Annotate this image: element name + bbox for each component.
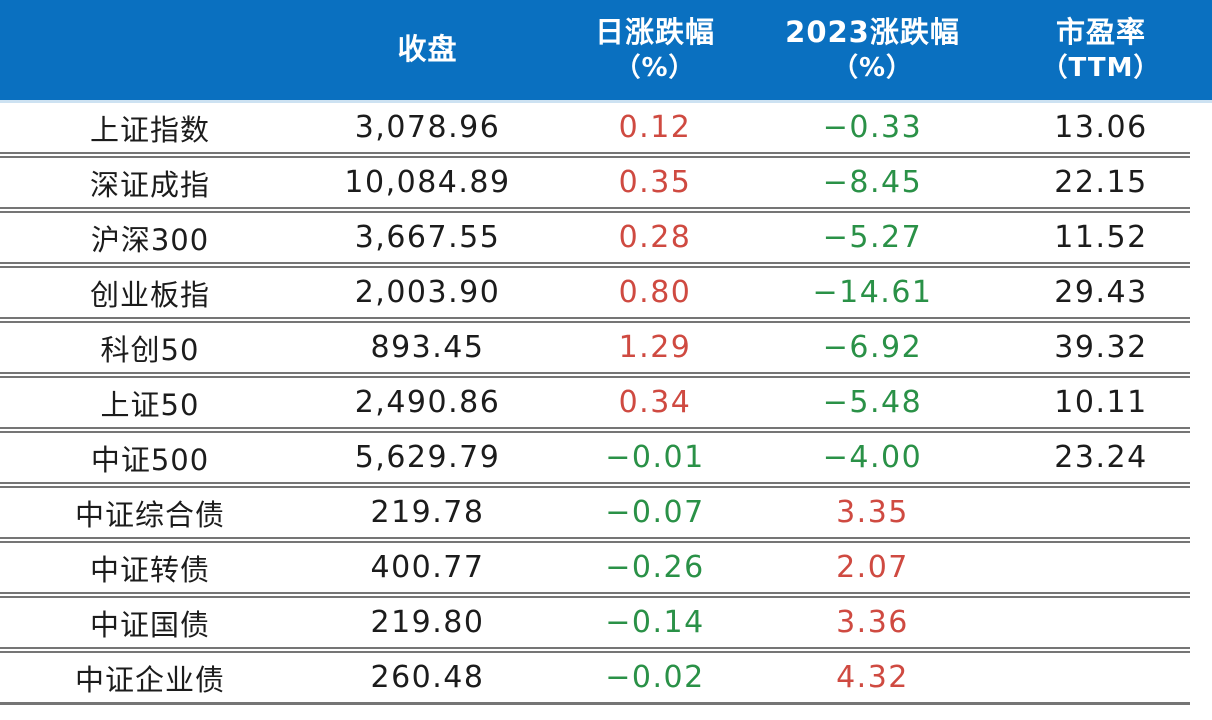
ytd2023-change-value: 2.07 bbox=[836, 550, 909, 585]
pe-ttm-value: 22.15 bbox=[1054, 165, 1148, 200]
row-divider bbox=[0, 207, 1190, 213]
row-divider bbox=[0, 262, 1190, 268]
index-name: 深证成指 bbox=[89, 167, 210, 202]
close-value: 2,490.86 bbox=[354, 385, 501, 420]
ytd2023-change-value: −4.00 bbox=[822, 440, 923, 475]
index-name: 中证国债 bbox=[89, 607, 210, 642]
pe-ttm-value: 23.24 bbox=[1054, 440, 1148, 475]
col-header-ytd2023-change-sub: （%） bbox=[831, 52, 914, 83]
daily-change-value: 0.80 bbox=[618, 275, 692, 310]
col-header-close: 收盘 bbox=[300, 0, 555, 100]
table-row: 中证企业债 260.48 −0.02 4.32 bbox=[0, 653, 1212, 702]
col-header-pe-ttm-sub: （TTM） bbox=[1041, 52, 1161, 83]
index-name: 科创50 bbox=[100, 332, 200, 367]
close-value: 10,084.89 bbox=[344, 165, 511, 200]
market-index-table: 收盘 日涨跌幅 （%） 2023涨跌幅 （%） 市盈率 （TTM） 上证指数 3… bbox=[0, 0, 1212, 705]
ytd2023-change-value: −5.27 bbox=[822, 220, 923, 255]
close-value: 893.45 bbox=[370, 330, 485, 365]
index-name: 创业板指 bbox=[89, 277, 210, 312]
close-value: 219.78 bbox=[370, 495, 485, 530]
index-name: 中证企业债 bbox=[74, 662, 225, 697]
ytd2023-change-value: −14.61 bbox=[812, 275, 933, 310]
pe-ttm-value: 13.06 bbox=[1054, 110, 1148, 145]
table-row: 创业板指 2,003.90 0.80 −14.61 29.43 bbox=[0, 268, 1212, 317]
index-name: 沪深300 bbox=[90, 222, 210, 257]
index-name: 上证指数 bbox=[89, 112, 210, 147]
daily-change-value: 0.12 bbox=[618, 110, 692, 145]
daily-change-value: −0.07 bbox=[605, 495, 705, 530]
close-value: 3,667.55 bbox=[354, 220, 501, 255]
col-header-close-label: 收盘 bbox=[397, 32, 458, 67]
table-row: 深证成指 10,084.89 0.35 −8.45 22.15 bbox=[0, 158, 1212, 207]
pe-ttm-value: 39.32 bbox=[1054, 330, 1148, 365]
ytd2023-change-value: 3.36 bbox=[836, 605, 909, 640]
row-divider bbox=[0, 372, 1190, 378]
daily-change-value: 0.28 bbox=[618, 220, 692, 255]
table-header: 收盘 日涨跌幅 （%） 2023涨跌幅 （%） 市盈率 （TTM） bbox=[0, 0, 1212, 103]
row-divider bbox=[0, 427, 1190, 433]
ytd2023-change-value: −0.33 bbox=[822, 110, 923, 145]
close-value: 2,003.90 bbox=[354, 275, 501, 310]
col-header-daily-change-sub: （%） bbox=[614, 52, 696, 83]
close-value: 400.77 bbox=[370, 550, 485, 585]
row-divider bbox=[0, 592, 1190, 598]
ytd2023-change-value: −8.45 bbox=[822, 165, 923, 200]
col-header-daily-change-label: 日涨跌幅 bbox=[594, 15, 715, 50]
index-name: 中证500 bbox=[90, 442, 210, 477]
table-row: 科创50 893.45 1.29 −6.92 39.32 bbox=[0, 323, 1212, 372]
col-header-pe-ttm-label: 市盈率 bbox=[1055, 15, 1146, 50]
ytd2023-change-value: −6.92 bbox=[822, 330, 923, 365]
col-header-daily-change: 日涨跌幅 （%） bbox=[555, 0, 755, 100]
ytd2023-change-value: 3.35 bbox=[836, 495, 909, 530]
close-value: 3,078.96 bbox=[354, 110, 501, 145]
table-row: 上证50 2,490.86 0.34 −5.48 10.11 bbox=[0, 378, 1212, 427]
pe-ttm-value: 11.52 bbox=[1054, 220, 1148, 255]
daily-change-value: −0.14 bbox=[605, 605, 705, 640]
close-value: 219.80 bbox=[370, 605, 485, 640]
row-divider bbox=[0, 317, 1190, 323]
daily-change-value: 0.35 bbox=[618, 165, 692, 200]
col-header-name bbox=[0, 0, 300, 100]
row-divider bbox=[0, 152, 1190, 158]
table-row: 中证500 5,629.79 −0.01 −4.00 23.24 bbox=[0, 433, 1212, 482]
table-row: 中证国债 219.80 −0.14 3.36 bbox=[0, 598, 1212, 647]
ytd2023-change-value: 4.32 bbox=[836, 660, 909, 695]
pe-ttm-value: 10.11 bbox=[1054, 385, 1148, 420]
table-row: 中证综合债 219.78 −0.07 3.35 bbox=[0, 488, 1212, 537]
index-name: 上证50 bbox=[100, 387, 200, 422]
ytd2023-change-value: −5.48 bbox=[822, 385, 923, 420]
daily-change-value: 1.29 bbox=[618, 330, 692, 365]
table-row: 中证转债 400.77 −0.26 2.07 bbox=[0, 543, 1212, 592]
table-row: 上证指数 3,078.96 0.12 −0.33 13.06 bbox=[0, 103, 1212, 152]
row-divider bbox=[0, 482, 1190, 488]
col-header-ytd2023-change: 2023涨跌幅 （%） bbox=[755, 0, 990, 100]
table-body: 上证指数 3,078.96 0.12 −0.33 13.06 深证成指 10,0… bbox=[0, 103, 1212, 705]
pe-ttm-value: 29.43 bbox=[1054, 275, 1148, 310]
daily-change-value: −0.26 bbox=[605, 550, 705, 585]
close-value: 5,629.79 bbox=[354, 440, 501, 475]
index-name: 中证转债 bbox=[89, 552, 210, 587]
daily-change-value: −0.02 bbox=[605, 660, 705, 695]
table-row: 沪深300 3,667.55 0.28 −5.27 11.52 bbox=[0, 213, 1212, 262]
col-header-ytd2023-change-label: 2023涨跌幅 bbox=[785, 15, 960, 50]
daily-change-value: 0.34 bbox=[618, 385, 692, 420]
close-value: 260.48 bbox=[370, 660, 485, 695]
row-divider bbox=[0, 537, 1190, 543]
table-bottom-border bbox=[0, 702, 1190, 705]
row-divider bbox=[0, 647, 1190, 653]
col-header-pe-ttm: 市盈率 （TTM） bbox=[990, 0, 1212, 100]
daily-change-value: −0.01 bbox=[605, 440, 705, 475]
index-name: 中证综合债 bbox=[74, 497, 225, 532]
